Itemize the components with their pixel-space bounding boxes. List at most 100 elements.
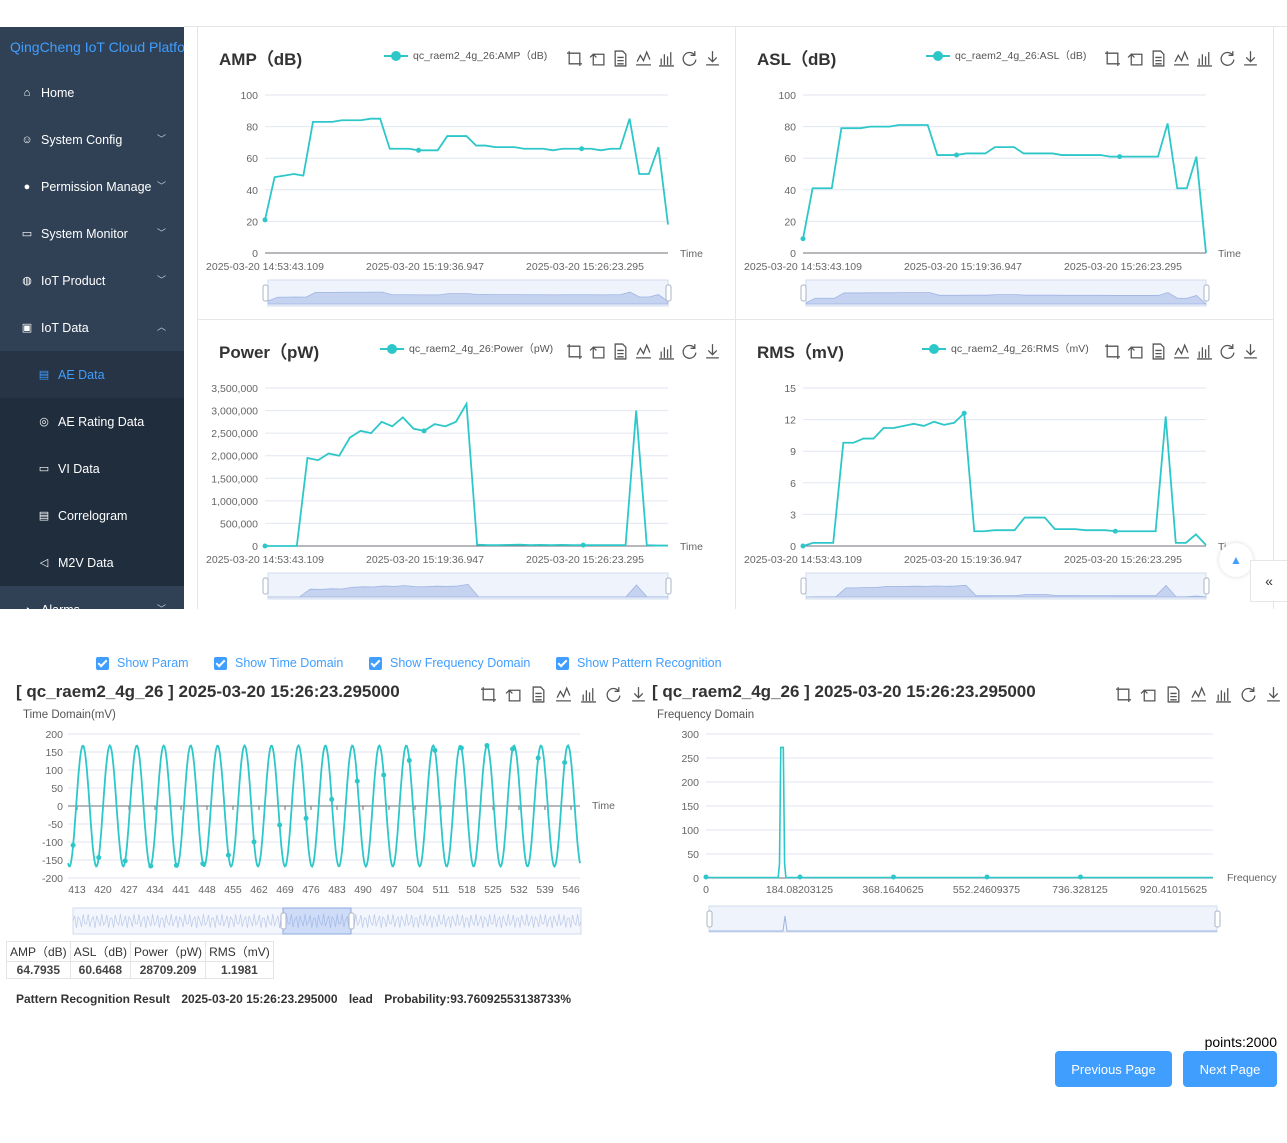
checkbox-show-time-domain[interactable]: Show Time Domain: [214, 656, 343, 670]
data-view-icon[interactable]: [612, 343, 629, 360]
data-point[interactable]: [1078, 874, 1083, 880]
sidebar-item-home[interactable]: ⌂ Home: [0, 69, 184, 116]
zoom-reset-icon[interactable]: [505, 686, 522, 703]
zoom-icon[interactable]: [1104, 50, 1121, 67]
line-chart-icon[interactable]: [1173, 50, 1190, 67]
data-point[interactable]: [406, 757, 412, 763]
data-zoom-handle[interactable]: [262, 577, 269, 595]
refresh-icon[interactable]: [1219, 343, 1236, 360]
data-point[interactable]: [262, 543, 268, 549]
sidebar-item-ae-data[interactable]: ▤ AE Data: [0, 351, 184, 398]
data-point[interactable]: [1117, 154, 1123, 160]
sidebar-item-correlogram[interactable]: ▤ Correlogram: [0, 492, 184, 539]
data-point[interactable]: [70, 842, 76, 848]
previous-page-button[interactable]: Previous Page: [1055, 1051, 1172, 1087]
data-point[interactable]: [303, 815, 309, 821]
data-zoom-handle[interactable]: [262, 284, 269, 302]
data-point[interactable]: [173, 862, 179, 868]
data-point[interactable]: [329, 796, 335, 802]
data-point[interactable]: [416, 147, 422, 153]
data-point[interactable]: [421, 428, 427, 434]
data-point[interactable]: [200, 861, 206, 867]
refresh-icon[interactable]: [681, 343, 698, 360]
data-view-icon[interactable]: [1150, 343, 1167, 360]
sidebar-item-vi-data[interactable]: ▭ VI Data: [0, 445, 184, 492]
data-view-icon[interactable]: [612, 50, 629, 67]
data-zoom-handle[interactable]: [665, 577, 672, 595]
sidebar-item-iot-data[interactable]: ▣ IoT Data ︿: [0, 304, 184, 351]
line-chart-icon[interactable]: [1190, 686, 1207, 703]
data-point[interactable]: [984, 874, 990, 880]
sidebar-item-ae-rating-data[interactable]: ◎ AE Rating Data: [0, 398, 184, 445]
line-chart-icon[interactable]: [635, 343, 652, 360]
bar-chart-icon[interactable]: [1196, 50, 1213, 67]
data-zoom-handle[interactable]: [800, 284, 807, 302]
zoom-reset-icon[interactable]: [589, 50, 606, 67]
data-point[interactable]: [432, 747, 438, 753]
download-icon[interactable]: [1265, 686, 1282, 703]
sidebar-item-alarms[interactable]: ◔ Alarms ﹀: [0, 586, 184, 610]
data-point[interactable]: [579, 146, 585, 152]
zoom-reset-icon[interactable]: [1127, 50, 1144, 67]
zoom-icon[interactable]: [1115, 686, 1132, 703]
chart-legend[interactable]: qc_raem2_4g_26:AMP（dB): [384, 48, 547, 63]
zoom-reset-icon[interactable]: [1140, 686, 1157, 703]
data-point[interactable]: [535, 755, 541, 761]
checkbox-show-pattern-recognition[interactable]: Show Pattern Recognition: [556, 656, 722, 670]
data-zoom-handle[interactable]: [665, 284, 672, 302]
data-point[interactable]: [800, 236, 806, 242]
zoom-icon[interactable]: [566, 343, 583, 360]
data-zoom-window[interactable]: [282, 907, 352, 935]
sidebar-item-iot-product[interactable]: ◍ IoT Product ﹀: [0, 257, 184, 304]
data-point[interactable]: [891, 874, 896, 880]
data-point[interactable]: [484, 743, 490, 749]
sidebar-item-system-config[interactable]: ☺ System Config ﹀: [0, 116, 184, 163]
data-point[interactable]: [381, 772, 387, 778]
data-point[interactable]: [277, 822, 283, 828]
data-point[interactable]: [1112, 528, 1118, 534]
refresh-icon[interactable]: [1219, 50, 1236, 67]
data-point[interactable]: [225, 852, 231, 858]
collapse-toggle-button[interactable]: «: [1250, 560, 1287, 602]
chart-legend[interactable]: qc_raem2_4g_26:RMS（mV): [922, 341, 1089, 356]
sidebar-item-permission-manage[interactable]: ● Permission Manage ﹀: [0, 163, 184, 210]
refresh-icon[interactable]: [1240, 686, 1257, 703]
data-zoom-handle[interactable]: [800, 577, 807, 595]
line-chart-icon[interactable]: [635, 50, 652, 67]
refresh-icon[interactable]: [681, 50, 698, 67]
checkbox-show-frequency-domain[interactable]: Show Frequency Domain: [369, 656, 530, 670]
data-zoom-handle[interactable]: [1203, 284, 1210, 302]
download-icon[interactable]: [1242, 343, 1259, 360]
chart-legend[interactable]: qc_raem2_4g_26:Power（pW): [380, 341, 553, 356]
bar-chart-icon[interactable]: [658, 50, 675, 67]
data-point[interactable]: [354, 778, 360, 784]
bar-chart-icon[interactable]: [1196, 343, 1213, 360]
data-zoom-handle[interactable]: [280, 912, 287, 930]
data-zoom-handle[interactable]: [1203, 577, 1210, 595]
data-point[interactable]: [800, 543, 806, 549]
zoom-reset-icon[interactable]: [1127, 343, 1144, 360]
data-point[interactable]: [458, 745, 464, 751]
data-point[interactable]: [251, 839, 257, 845]
download-icon[interactable]: [1242, 50, 1259, 67]
data-point[interactable]: [262, 217, 268, 223]
bar-chart-icon[interactable]: [580, 686, 597, 703]
line-chart-icon[interactable]: [555, 686, 572, 703]
data-zoom-handle[interactable]: [1214, 910, 1221, 928]
zoom-reset-icon[interactable]: [589, 343, 606, 360]
data-point[interactable]: [580, 542, 586, 548]
data-view-icon[interactable]: [1165, 686, 1182, 703]
chart-legend[interactable]: qc_raem2_4g_26:ASL（dB): [926, 48, 1086, 63]
data-zoom-handle[interactable]: [348, 912, 355, 930]
download-icon[interactable]: [704, 50, 721, 67]
zoom-icon[interactable]: [566, 50, 583, 67]
back-to-top-button[interactable]: ▲: [1219, 543, 1253, 577]
checkbox-show-param[interactable]: Show Param: [96, 656, 189, 670]
sidebar-item-m2v-data[interactable]: ◁ M2V Data: [0, 539, 184, 586]
data-point[interactable]: [961, 410, 967, 416]
download-icon[interactable]: [704, 343, 721, 360]
data-zoom-handle[interactable]: [706, 910, 713, 928]
next-page-button[interactable]: Next Page: [1183, 1051, 1277, 1087]
sidebar-item-system-monitor[interactable]: ▭ System Monitor ﹀: [0, 210, 184, 257]
data-point[interactable]: [96, 855, 102, 861]
